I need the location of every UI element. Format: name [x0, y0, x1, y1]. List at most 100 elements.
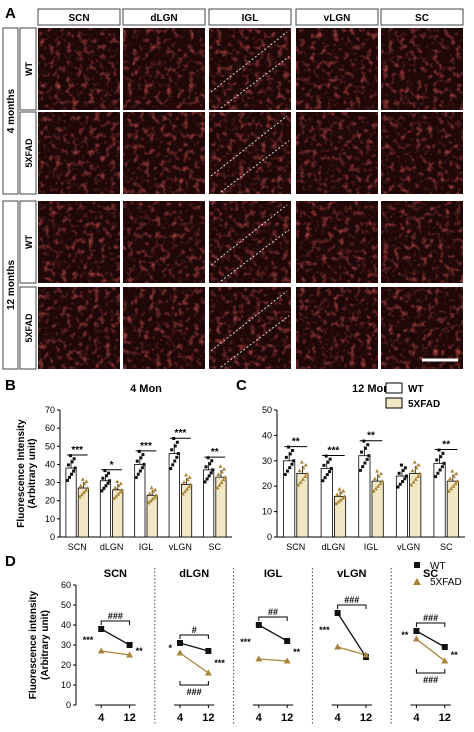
data-point-wt: [210, 459, 214, 463]
data-point-wt: [142, 462, 146, 466]
data-point-wt: [438, 468, 442, 472]
x-tick-label-vlgn: vLGN: [169, 542, 192, 552]
y-tick-label: 50: [45, 441, 55, 451]
region-outline: [210, 31, 288, 93]
data-point-5xfad: [79, 492, 84, 497]
data-point-wt: [439, 455, 443, 459]
data-point-5xfad: [337, 487, 342, 491]
data-point-5xfad: [449, 486, 454, 491]
y-tick-label: 10: [45, 514, 55, 524]
legend-wt-label: WT: [430, 561, 446, 572]
data-point-wt: [291, 449, 295, 453]
age-significance-wt: #: [192, 625, 197, 635]
significance-12: **: [293, 647, 301, 657]
data-point-5xfad: [416, 474, 421, 478]
x-tick-label-igl: IGL: [139, 542, 154, 552]
data-point-wt: [209, 471, 213, 475]
data-point-wt: [72, 457, 76, 461]
subplot-title-vlgn: vLGN: [337, 568, 366, 580]
data-point-wt: [283, 473, 287, 477]
subplot-title-dlgn: dLGN: [179, 568, 209, 580]
panel-label-b: B: [5, 377, 16, 394]
significance-4: ***: [83, 635, 94, 645]
legend-wt-label: WT: [408, 384, 424, 395]
data-point-5xfad: [180, 491, 185, 496]
data-point-wt: [203, 480, 207, 484]
legend-fad-label: 5XFAD: [408, 399, 440, 410]
data-point-5xfad: [187, 475, 192, 479]
data-point-wt: [322, 463, 326, 467]
data-point-5xfad: [412, 460, 417, 464]
data-point-5xfad: [223, 475, 228, 479]
image-tile-signal: [296, 201, 378, 283]
column-header-vlgn: vLGN: [324, 13, 351, 24]
data-point-wt: [365, 457, 369, 461]
data-point-wt: [204, 465, 208, 469]
data-point-5xfad: [446, 489, 451, 493]
wt-line: [416, 630, 446, 648]
x-tick-label: 12: [439, 712, 451, 724]
legend: WT 5XFAD: [385, 382, 440, 410]
image-tile-signal: [381, 112, 463, 194]
x-tick-label: 4: [256, 712, 263, 724]
data-point-wt: [101, 476, 105, 480]
data-point-5xfad: [303, 474, 308, 478]
data-point-wt: [290, 462, 294, 466]
data-point-wt: [326, 460, 330, 464]
data-point-wt: [288, 466, 292, 470]
data-point-wt: [136, 472, 140, 476]
region-outline: [210, 204, 288, 266]
data-point-5xfad: [219, 480, 224, 485]
bar-wt-vlgn: [395, 475, 409, 538]
age-label-12-months: 12 months: [6, 260, 17, 310]
data-point-5xfad: [150, 497, 155, 501]
data-point-5xfad: [217, 483, 222, 487]
data-point-5xfad: [335, 492, 340, 497]
data-point-5xfad: [380, 479, 385, 483]
y-axis-label: Fluorescence Intensity: [16, 419, 27, 528]
fad-point: [412, 635, 420, 642]
wt-point: [98, 626, 105, 632]
x-tick-label: 12: [123, 712, 135, 724]
bar-wt-igl: [358, 455, 371, 538]
data-point-5xfad: [448, 476, 453, 481]
column-header-igl: IGL: [242, 13, 259, 24]
data-point-wt: [104, 474, 108, 478]
bar-wt-dlgn: [320, 468, 333, 538]
bar-wt-scn: [65, 467, 77, 538]
image-tile-signal: [38, 112, 120, 194]
data-point-5xfad: [215, 485, 220, 490]
x-tick-label: 12: [281, 712, 293, 724]
genotype-label-box: [19, 200, 37, 284]
data-point-5xfad: [340, 496, 345, 500]
data-point-wt: [67, 475, 71, 479]
data-point-wt: [173, 459, 177, 463]
data-point-5xfad: [341, 488, 346, 493]
age-bracket-wt: [258, 616, 288, 621]
y-tick-label: 30: [45, 478, 55, 488]
significance-4: *: [169, 643, 173, 653]
y-tick-label: 10: [262, 507, 272, 517]
data-point-wt: [367, 454, 371, 458]
significance-label: ***: [175, 428, 187, 439]
column-header-dlgn: dLGN: [150, 13, 177, 24]
significance-label: ***: [328, 445, 340, 456]
data-point-wt: [401, 469, 405, 473]
data-point-5xfad: [372, 476, 377, 481]
data-point-wt: [436, 471, 440, 475]
data-point-5xfad: [299, 460, 304, 464]
y-tick-label: 50: [61, 600, 71, 610]
age-significance-wt: ###: [344, 595, 359, 605]
age-label-box-1: [2, 200, 19, 370]
y-tick-label: 20: [45, 496, 55, 506]
data-point-5xfad: [301, 477, 306, 481]
panel-label-d: D: [5, 553, 16, 570]
data-point-wt: [171, 463, 175, 467]
data-point-wt: [397, 471, 401, 475]
age-significance-fad: ###: [187, 687, 202, 697]
data-point-5xfad: [80, 477, 85, 481]
data-point-wt: [73, 466, 77, 470]
column-header-box-igl: [208, 8, 292, 26]
data-point-5xfad: [118, 481, 123, 486]
